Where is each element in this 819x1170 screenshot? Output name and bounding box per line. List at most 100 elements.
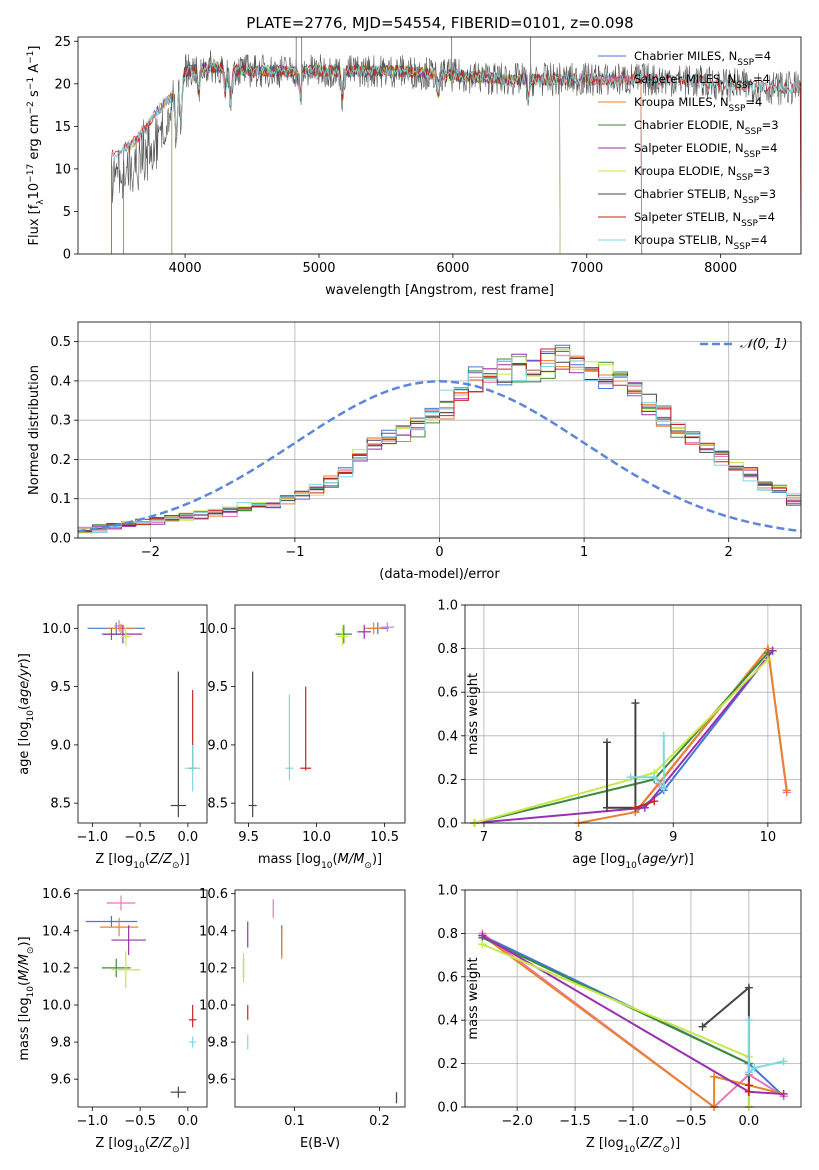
axes-spectrum: 4000 5000 6000 7000 8000 0 5 10 15 20 25 wavelength… [26,35,802,298]
x-tick-label: 8000 [704,261,737,276]
x-axis-label: age [log10(age/yr)] [572,852,694,871]
y-tick-label: 9.5 [50,680,71,695]
x-tick-label: −0.5 [124,1114,156,1129]
axes-frame [77,604,208,824]
y-tick-label: 0.0 [50,532,71,547]
y-tick-label: 0 [63,248,71,263]
x-axis-label: Z [log10(Z/Z⊙)] [95,852,189,871]
legend-label: Chabrier MILES, NSSP=4 [634,49,771,68]
y-tick-label: 9.8 [50,1036,71,1051]
mass-weight-point [478,931,487,940]
axes-mass-vs-ebv: 0.1 0.2 9.6 9.8 10.0 10.2 10.4 10.6 E(B-V) [199,887,406,1151]
x-tick-label: 9.5 [238,830,259,845]
mass-weight-point [650,797,659,806]
y-tick-label: 0.6 [437,970,458,985]
x-tick-label: 10.5 [370,830,399,845]
y-axis-label: Normed distribution [27,365,42,495]
mass-weight-point [750,1063,759,1072]
y-tick-label: 0.2 [50,453,71,468]
y-tick-label: 0.0 [437,1101,458,1116]
x-tick-label: −1.0 [77,1114,109,1129]
y-tick-label: 20 [54,77,71,92]
legend-label: Kroupa ELODIE, NSSP=3 [634,164,770,183]
axes-age-vs-z: −1.0 −0.5 0.0 8.5 9.0 9.5 10.0 Z [log10(Z/Z⊙)] a… [17,604,208,871]
x-tick-label: −1 [285,545,304,560]
y-tick-label: 10.4 [42,924,71,939]
y-tick-label: 8.5 [207,797,228,812]
y-tick-label: 10.6 [199,887,228,902]
y-tick-label: 10.0 [199,998,228,1013]
x-tick-label: 0.0 [178,830,199,845]
y-tick-label: 10.4 [199,924,228,939]
x-axis-label: (data-model)/error [379,567,500,582]
y-tick-label: 5 [63,205,71,220]
axes-frame [77,36,802,255]
y-tick-label: 9.0 [207,738,228,753]
y-tick-label: 9.5 [207,680,228,695]
spectrum-line-kroupa-stelib [111,61,801,160]
legend-label: Kroupa STELIB, NSSP=4 [634,233,767,252]
x-tick-label: 0.1 [284,1114,305,1129]
x-tick-label: 7 [480,830,488,845]
normal-curve [77,380,802,533]
y-axis-label: mass weight [466,673,481,755]
y-axis-label: Flux [fλ10−17 erg cm−2 s−1 A−1] [26,46,46,246]
axes-residuals: −2 −1 0 1 2 0.0 0.1 0.2 0.3 0.4 0.5 𝒩(0, 1) (data-mo… [27,321,802,582]
x-tick-label: 1 [580,545,588,560]
x-tick-label: 10.0 [302,830,331,845]
y-tick-label: 1.0 [437,599,458,614]
legend-label: Salpeter MILES, NSSP=4 [634,72,770,91]
y-tick-label: 0.4 [437,1014,458,1029]
x-tick-label: 0.2 [369,1114,390,1129]
mass-weight-point [659,784,668,793]
x-tick-label: 0 [435,545,443,560]
mass-weight-point [779,1089,788,1098]
y-tick-label: 1.0 [437,884,458,899]
histogram-kroupa-stelib [78,355,801,538]
axes-frame [464,889,802,1108]
legend-label: Chabrier ELODIE, NSSP=3 [634,118,779,137]
x-axis-label: E(B-V) [300,1136,340,1151]
mass-weight-point [659,731,668,740]
mass-weight-point [626,773,635,782]
mass-weight-point [631,699,640,708]
y-tick-label: 8.5 [50,797,71,812]
y-axis-label: age [log10(age/yr)] [17,653,36,775]
y-tick-label: 25 [54,35,71,50]
x-tick-label: 10 [760,830,777,845]
x-axis-label: Z [log10(Z/Z⊙)] [586,1136,680,1155]
y-tick-label: 0.6 [437,686,458,701]
mass-weight-point [698,1022,707,1031]
y-axis-label: mass [log10(M/M⊙)] [17,936,36,1060]
y-tick-label: 0.8 [437,927,458,942]
axes-age-vs-mass: 9.5 10.0 10.5 8.5 9.0 9.5 10.0 mass [log10(M/M⊙… [199,604,406,871]
x-tick-label: −2 [141,545,160,560]
x-tick-label: −0.5 [675,1114,707,1129]
y-tick-label: 10.6 [42,887,71,902]
mass-weight-line [474,652,769,824]
y-tick-label: 0.1 [50,492,71,507]
y-tick-label: 10.0 [42,622,71,637]
x-tick-label: 9 [669,830,677,845]
y-tick-label: 0.5 [50,335,71,350]
legend-label: Chabrier STELIB, NSSP=3 [634,187,776,206]
mass-weight-point [478,940,487,949]
mass-weight-line [606,703,637,809]
x-tick-label: −2.0 [501,1114,533,1129]
mass-weight-point [768,646,777,655]
y-tick-label: 9.6 [50,1073,71,1088]
mass-weight-line [578,646,788,824]
spectrum-line-kroupa-miles [123,60,643,254]
y-tick-label: 9.0 [50,738,71,753]
x-tick-label: 0.0 [739,1114,760,1129]
mass-weight-line [474,658,769,824]
y-tick-label: 0.2 [437,773,458,788]
mass-weight-point [782,786,791,795]
spectrum-line-salpeter-miles [123,60,643,254]
x-tick-label: 4000 [169,261,202,276]
x-tick-label: −1.5 [559,1114,591,1129]
y-tick-label: 0.0 [437,817,458,832]
legend-label: Salpeter ELODIE, NSSP=4 [634,141,777,160]
axes-frame [464,604,802,824]
